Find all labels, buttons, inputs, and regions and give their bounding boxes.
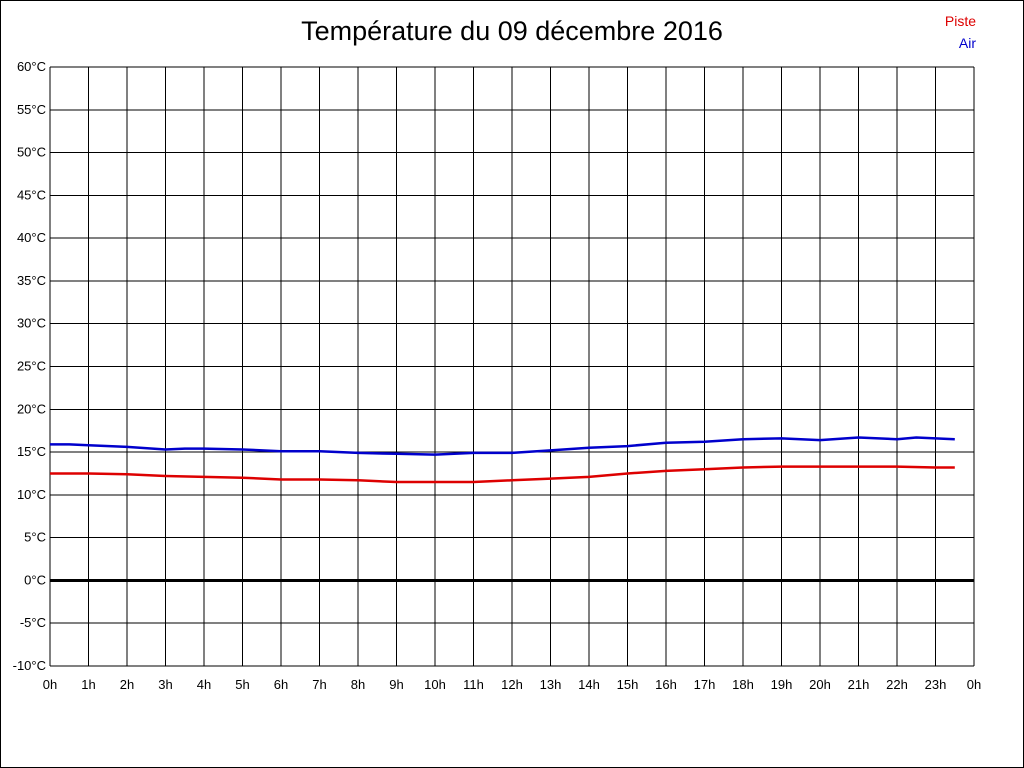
y-tick-label: 55°C <box>17 102 46 117</box>
y-tick-label: 50°C <box>17 145 46 160</box>
x-tick-label: 2h <box>120 677 134 692</box>
y-tick-label: 60°C <box>17 59 46 74</box>
x-axis-labels: 0h 1h 2h 3h 4h 5h 6h 7h 8h 9h 10h 11h 12h 13h 14h 15h 16… <box>43 677 981 692</box>
series-lines <box>50 436 955 484</box>
x-tick-label: 23h <box>925 677 947 692</box>
y-tick-label: 0°C <box>24 572 46 587</box>
x-tick-label: 7h <box>312 677 326 692</box>
x-tick-label: 9h <box>389 677 403 692</box>
x-tick-label: 17h <box>694 677 716 692</box>
series-line-air <box>50 436 955 456</box>
x-tick-label: 16h <box>655 677 677 692</box>
x-tick-label: 5h <box>235 677 249 692</box>
y-tick-label: 25°C <box>17 359 46 374</box>
x-tick-label: 1h <box>81 677 95 692</box>
y-tick-label: -10°C <box>13 658 46 673</box>
y-tick-label: 10°C <box>17 487 46 502</box>
x-tick-label: 13h <box>540 677 562 692</box>
x-tick-label: 19h <box>771 677 793 692</box>
x-tick-label: 22h <box>886 677 908 692</box>
y-tick-label: 35°C <box>17 273 46 288</box>
legend-piste: Piste <box>944 13 976 29</box>
x-tick-label: 11h <box>463 677 484 692</box>
series-line-piste <box>50 465 955 484</box>
x-tick-label: 20h <box>809 677 831 692</box>
x-tick-label: 6h <box>274 677 288 692</box>
x-tick-label: 14h <box>578 677 600 692</box>
y-tick-label: 20°C <box>17 401 46 416</box>
x-tick-label: 0h <box>43 677 57 692</box>
x-tick-label: 15h <box>617 677 639 692</box>
y-tick-label: 30°C <box>17 316 46 331</box>
y-axis-labels: 60°C 55°C 50°C 45°C 40°C 35°C 30°C 25°C 20°C 15°C… <box>13 59 46 673</box>
chart-title: Température du 09 décembre 2016 <box>301 16 723 46</box>
y-tick-label: 45°C <box>17 187 46 202</box>
x-tick-label: 21h <box>848 677 870 692</box>
y-tick-label: 40°C <box>17 230 46 245</box>
x-tick-label: 10h <box>424 677 446 692</box>
grid <box>49 66 975 667</box>
y-tick-label: 5°C <box>24 530 46 545</box>
x-tick-label: 0h <box>967 677 981 692</box>
legend-air: Air <box>958 35 976 51</box>
x-tick-label: 8h <box>351 677 365 692</box>
x-tick-label: 18h <box>732 677 754 692</box>
x-tick-label: 4h <box>197 677 211 692</box>
x-tick-label: 12h <box>501 677 523 692</box>
y-tick-label: 15°C <box>17 444 46 459</box>
y-tick-label: -5°C <box>20 615 46 630</box>
x-tick-label: 3h <box>158 677 172 692</box>
